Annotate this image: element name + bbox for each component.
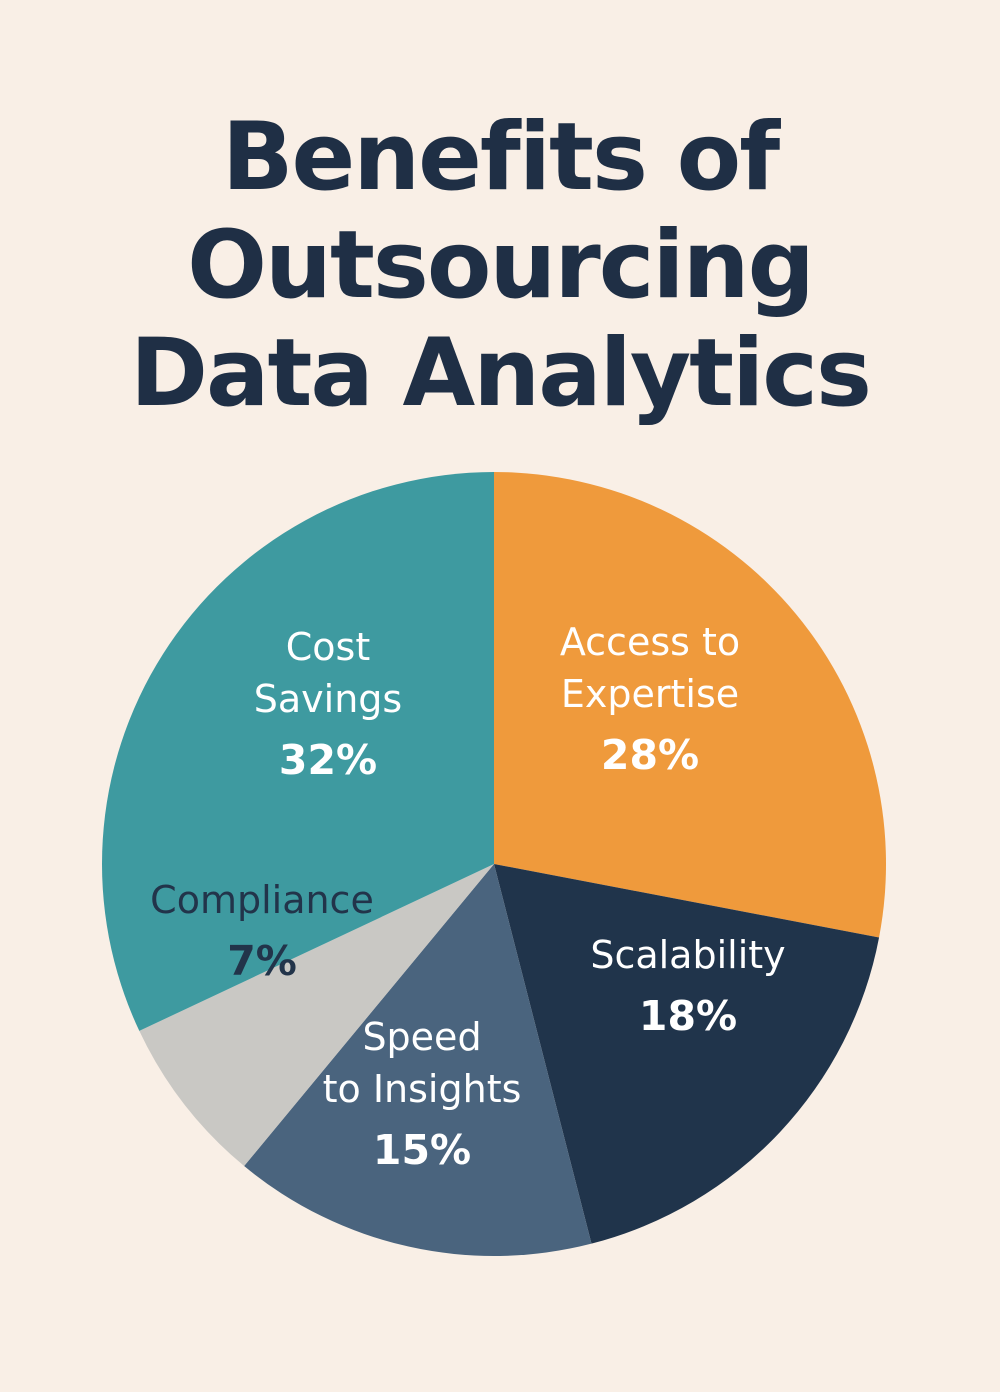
chart-title: Benefits of Outsourcing Data Analytics [0, 104, 1000, 428]
pie-slice-2-label-line-1: to Insights [323, 1067, 522, 1111]
pie-slice-3 [139, 864, 494, 1167]
pie-slice-0-label-line-0: Access to [560, 620, 740, 664]
pie-slice-1 [494, 864, 880, 1244]
pie-slice-2-value-label: 15% [373, 1126, 471, 1174]
pie-slice-4-label-line-0: Cost [286, 625, 370, 669]
chart-title-line-1: Benefits of [221, 103, 780, 212]
pie-slice-1-value-label: 18% [639, 992, 737, 1040]
pie-slice-2-label-line-0: Speed [362, 1015, 481, 1059]
pie-slice-4-label-line-1: Savings [254, 677, 402, 721]
chart-title-line-3: Data Analytics [130, 319, 872, 428]
pie-slice-4 [101, 472, 494, 1031]
pie-slice-3-label-line-0: Compliance [150, 878, 374, 922]
pie-slice-0 [494, 472, 887, 938]
pie-slice-1-label-line-0: Scalability [590, 933, 785, 977]
chart-title-line-2: Outsourcing [187, 211, 815, 320]
pie-slice-0-value-label: 28% [601, 731, 699, 779]
pie-slice-4-value-label: 32% [279, 736, 377, 784]
pie-slice-2 [244, 864, 592, 1256]
pie-slice-0-label-line-1: Expertise [561, 672, 739, 716]
pie-slice-3-value-label: 7% [227, 937, 297, 985]
